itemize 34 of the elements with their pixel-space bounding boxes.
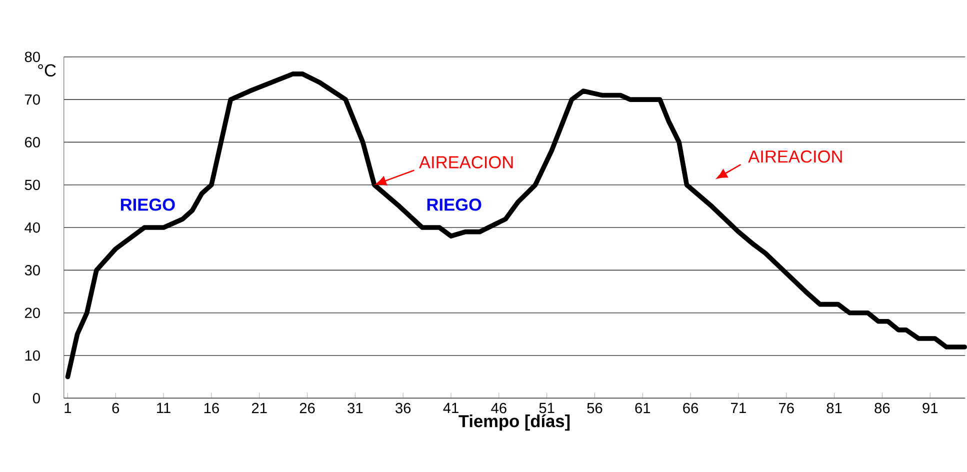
- y-tick-label: 20: [25, 308, 40, 318]
- x-tick-label: 1: [64, 402, 72, 413]
- x-tick-label: 46: [491, 402, 506, 414]
- y-tick-label: 40: [24, 222, 40, 233]
- x-tick-label: 91: [922, 402, 938, 414]
- y-axis-title: °C: [38, 64, 56, 76]
- x-tick-label: 51: [539, 402, 554, 414]
- annotation: RIEGO: [427, 198, 482, 211]
- y-tick-label: 0: [32, 393, 40, 404]
- x-tick-label: 71: [731, 402, 746, 413]
- x-tick-label: 61: [635, 402, 650, 414]
- x-tick-label: 6: [112, 402, 120, 414]
- x-axis-title: Tiempo [días]: [458, 414, 570, 431]
- y-tick-label: 50: [24, 180, 40, 190]
- annotation: AIREACION: [419, 156, 513, 168]
- y-tick-label: 10: [25, 350, 40, 361]
- x-tick-label: 11: [157, 402, 170, 413]
- x-tick-label: 66: [683, 402, 698, 414]
- annotation: RIEGO: [120, 198, 175, 211]
- annotation: AIREACION: [748, 150, 842, 163]
- x-tick-label: 31: [348, 402, 363, 414]
- x-tick-label: 41: [443, 402, 458, 413]
- y-tick-label: 60: [25, 137, 40, 148]
- x-tick-label: 16: [204, 402, 219, 414]
- x-tick-label: 56: [587, 402, 602, 414]
- x-tick-label: 76: [778, 402, 794, 414]
- x-tick-label: 86: [874, 402, 890, 414]
- x-tick-label: 36: [396, 402, 411, 414]
- x-tick-label: 21: [252, 402, 267, 414]
- x-tick-label: 26: [300, 402, 315, 414]
- y-tick-label: 70: [25, 94, 40, 105]
- x-tick-label: 81: [826, 402, 842, 414]
- y-tick-label: 30: [24, 265, 40, 276]
- y-tick-label: 80: [24, 52, 40, 62]
